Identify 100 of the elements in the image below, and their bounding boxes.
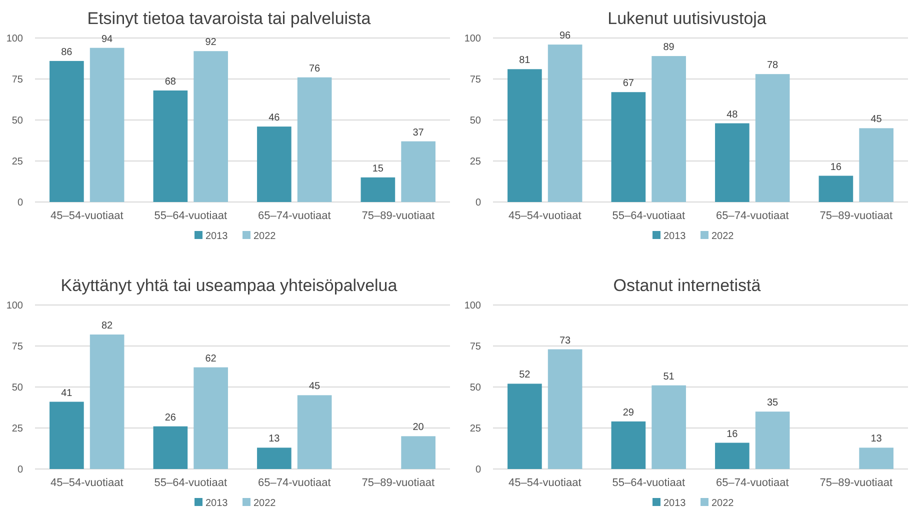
- data-label: 86: [61, 46, 73, 58]
- bar: [715, 123, 750, 202]
- x-tick-label: 55–64-vuotiaat: [154, 210, 228, 222]
- data-label: 52: [519, 370, 531, 381]
- x-tick-label: 75–89-vuotiaat: [362, 210, 435, 222]
- legend-label: 2022: [254, 231, 276, 242]
- data-label: 16: [726, 428, 738, 440]
- bar: [818, 176, 854, 202]
- data-label: 51: [663, 371, 675, 382]
- data-label: 94: [102, 34, 114, 45]
- bar: [153, 90, 188, 202]
- bar: [153, 426, 188, 469]
- x-tick-label: 55–64-vuotiaat: [612, 210, 686, 222]
- bar: [257, 448, 292, 469]
- bar: [548, 349, 582, 469]
- x-tick-label: 45–54-vuotiaat: [508, 477, 582, 489]
- x-tick-label: 45–54-vuotiaat: [50, 477, 124, 489]
- y-tick-label: 100: [6, 34, 24, 44]
- data-label: 78: [767, 60, 779, 72]
- bar: [257, 126, 292, 202]
- x-tick-label: 45–54-vuotiaat: [50, 210, 124, 222]
- x-tick-label: 65–74-vuotiaat: [258, 477, 331, 489]
- bar: [401, 141, 436, 202]
- x-tick-label: 75–89-vuotiaat: [362, 477, 435, 489]
- bar: [90, 48, 124, 202]
- data-label: 13: [870, 434, 882, 445]
- data-label: 81: [519, 55, 531, 66]
- y-tick-label: 25: [12, 424, 24, 434]
- y-tick-label: 100: [6, 300, 24, 312]
- data-label: 13: [268, 434, 280, 445]
- x-tick-label: 75–89-vuotiaat: [820, 477, 893, 489]
- legend-label: 2013: [664, 498, 686, 509]
- bar: [859, 128, 894, 202]
- x-tick-label: 65–74-vuotiaat: [716, 210, 789, 222]
- data-label: 67: [622, 78, 634, 90]
- y-tick-label: 50: [12, 116, 24, 126]
- bar: [508, 384, 542, 469]
- bar: [360, 177, 396, 202]
- y-tick-label: 100: [464, 300, 482, 312]
- y-tick-label: 0: [17, 198, 24, 208]
- chart-title: Käyttänyt yhtä tai useampaa yhteisöpalvelua: [60, 276, 398, 295]
- bar: [652, 385, 686, 469]
- bar: [652, 56, 686, 202]
- y-tick-label: 75: [12, 74, 24, 86]
- x-tick-label: 45–54-vuotiaat: [508, 210, 582, 222]
- bar: [611, 92, 646, 202]
- legend-label: 2013: [206, 231, 228, 242]
- chart-title: Etsinyt tietoa tavaroista tai palveluista: [87, 9, 372, 28]
- legend-label: 2013: [664, 231, 686, 242]
- y-tick-label: 0: [475, 464, 482, 476]
- x-tick-label: 65–74-vuotiaat: [258, 210, 331, 222]
- data-label: 26: [164, 412, 176, 424]
- bar: [50, 402, 84, 469]
- y-tick-label: 75: [12, 342, 24, 352]
- x-tick-label: 55–64-vuotiaat: [154, 477, 228, 489]
- bar: [715, 442, 750, 469]
- data-label: 35: [767, 398, 779, 409]
- y-tick-label: 25: [12, 156, 24, 168]
- data-label: 45: [870, 114, 882, 126]
- legend-label: 2013: [206, 498, 228, 509]
- chart-title: Lukenut uutisivustoja: [608, 9, 767, 28]
- bar: [859, 448, 894, 469]
- y-tick-label: 50: [470, 116, 482, 126]
- y-tick-label: 25: [470, 424, 482, 434]
- bar: [90, 334, 124, 469]
- y-tick-label: 100: [464, 34, 482, 44]
- bar: [194, 51, 228, 202]
- legend-label: 2022: [254, 498, 276, 509]
- data-label: 73: [560, 335, 572, 346]
- y-tick-label: 25: [470, 156, 482, 168]
- data-label: 46: [268, 112, 280, 124]
- y-tick-label: 75: [470, 342, 482, 352]
- bar: [755, 412, 790, 469]
- y-tick-label: 0: [475, 198, 482, 208]
- x-tick-label: 75–89-vuotiaat: [820, 210, 893, 222]
- data-label: 29: [622, 407, 634, 418]
- bar: [50, 60, 84, 202]
- data-label: 62: [205, 353, 217, 364]
- legend-label: 2022: [712, 231, 734, 242]
- bar: [297, 395, 332, 469]
- chart-title: Ostanut internetistä: [613, 276, 762, 295]
- y-tick-label: 50: [470, 382, 482, 394]
- data-label: 92: [205, 37, 217, 48]
- bar: [297, 77, 332, 202]
- x-tick-label: 55–64-vuotiaat: [612, 477, 686, 489]
- bar: [755, 74, 790, 202]
- bar: [548, 44, 582, 202]
- data-label: 45: [309, 381, 321, 392]
- data-label: 68: [164, 76, 176, 88]
- data-label: 16: [830, 162, 842, 173]
- bar: [194, 367, 228, 469]
- data-label: 20: [412, 422, 424, 434]
- data-label: 48: [726, 109, 738, 120]
- data-label: 89: [663, 42, 675, 54]
- data-label: 41: [61, 388, 73, 399]
- data-label: 96: [560, 30, 572, 42]
- data-label: 15: [372, 163, 384, 174]
- bar: [611, 421, 646, 469]
- data-label: 76: [309, 63, 321, 74]
- data-label: 37: [412, 127, 424, 138]
